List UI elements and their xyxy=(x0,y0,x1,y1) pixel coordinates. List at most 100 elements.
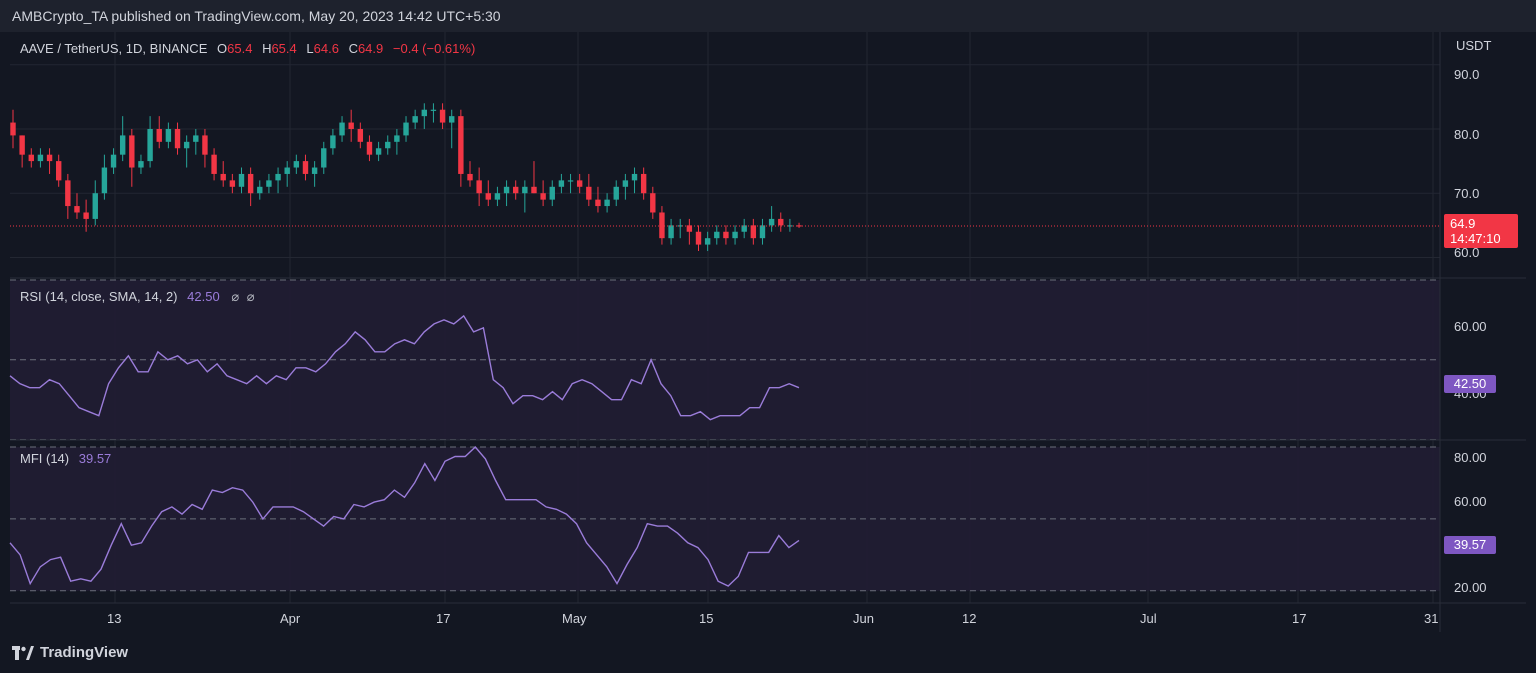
candle-body xyxy=(449,116,455,123)
candle xyxy=(65,173,71,219)
tradingview-brand[interactable]: TradingView xyxy=(12,644,128,661)
candle xyxy=(229,173,236,194)
candle xyxy=(238,167,245,194)
candle-body xyxy=(266,180,272,187)
candle-body xyxy=(28,154,34,162)
candles xyxy=(10,103,802,252)
candle xyxy=(412,109,418,129)
candle xyxy=(37,148,44,168)
candle xyxy=(220,161,226,187)
candle xyxy=(83,199,89,232)
candle-body xyxy=(595,199,601,207)
indicator-line xyxy=(9,445,800,587)
candle xyxy=(659,206,665,245)
candle-body xyxy=(138,161,144,168)
candle xyxy=(513,180,519,200)
mfi-line-group xyxy=(9,445,800,587)
close-label: C xyxy=(348,41,358,56)
price-tick: 60.0 xyxy=(1454,245,1480,260)
candle-body xyxy=(247,173,254,194)
candle-body xyxy=(10,122,16,136)
candle-body xyxy=(650,193,656,213)
candle-body xyxy=(421,109,427,117)
candle xyxy=(668,218,674,245)
candle xyxy=(385,135,391,155)
time-tick: May xyxy=(562,611,587,626)
candle-body xyxy=(531,186,537,194)
publish-info: AMBCrypto_TA published on TradingView.co… xyxy=(12,8,501,24)
candle xyxy=(119,116,126,162)
candle xyxy=(686,218,693,245)
candle xyxy=(394,128,400,155)
close-value: 64.9 xyxy=(357,41,384,56)
candle xyxy=(92,180,98,226)
candle-body xyxy=(613,186,619,200)
no-data-icon: ⌀ xyxy=(246,289,255,304)
candle xyxy=(330,128,336,155)
candle xyxy=(622,173,629,200)
candle-body xyxy=(229,180,236,187)
mfi-band xyxy=(10,446,1440,592)
candle xyxy=(174,122,181,155)
candle xyxy=(430,103,437,123)
candle-body xyxy=(549,186,555,200)
candle xyxy=(193,128,199,155)
candle xyxy=(503,180,510,207)
candle xyxy=(101,154,108,200)
candle-body xyxy=(750,225,757,239)
price-tick: 70.0 xyxy=(1454,186,1480,201)
candle-body xyxy=(558,180,565,187)
candle xyxy=(339,116,345,142)
rsi-value: 42.50 xyxy=(187,289,220,304)
candle xyxy=(202,128,208,168)
candle xyxy=(732,225,738,245)
candle-body xyxy=(147,128,153,162)
candle xyxy=(704,231,711,252)
candle-body xyxy=(321,148,327,168)
candle xyxy=(284,161,290,187)
candle-body xyxy=(458,116,464,174)
candle-body xyxy=(19,135,25,155)
candle-body xyxy=(238,173,245,187)
last-price-value: 64.9 xyxy=(1450,216,1476,231)
candle xyxy=(348,109,354,142)
candle xyxy=(531,161,537,194)
candle-body xyxy=(330,135,336,149)
candle xyxy=(257,180,263,200)
candle-body xyxy=(37,154,44,162)
indicator-line xyxy=(9,314,800,421)
candle xyxy=(211,148,217,181)
candle xyxy=(650,186,656,219)
candle xyxy=(778,212,784,232)
candle-body xyxy=(659,212,665,239)
candle xyxy=(247,167,254,207)
candle xyxy=(576,173,583,194)
candle xyxy=(613,180,619,207)
time-tick: 17 xyxy=(1292,611,1307,626)
candle-body xyxy=(311,167,318,174)
candle-body xyxy=(92,193,98,219)
candle xyxy=(631,167,638,194)
candle xyxy=(586,173,592,207)
mfi-legend: MFI (14) 39.57 xyxy=(20,451,111,466)
candle-body xyxy=(46,154,53,162)
candle xyxy=(476,167,482,207)
candle-body xyxy=(467,173,473,181)
candle xyxy=(275,167,281,194)
candle xyxy=(74,193,80,219)
candle-body xyxy=(567,180,574,182)
candle-body xyxy=(193,135,199,142)
time-tick: 15 xyxy=(699,611,714,626)
candle xyxy=(366,135,373,162)
candle-body xyxy=(257,186,263,194)
candle-body xyxy=(275,173,281,181)
candle xyxy=(403,116,409,142)
candle xyxy=(28,148,34,168)
candle-body xyxy=(119,135,126,155)
candle xyxy=(787,218,793,232)
price-legend: AAVE / TetherUS, 1D, BINANCE O65.4 H65.4… xyxy=(20,41,475,56)
candle xyxy=(695,225,702,252)
candle-body xyxy=(604,199,610,207)
open-label: O xyxy=(217,41,228,56)
